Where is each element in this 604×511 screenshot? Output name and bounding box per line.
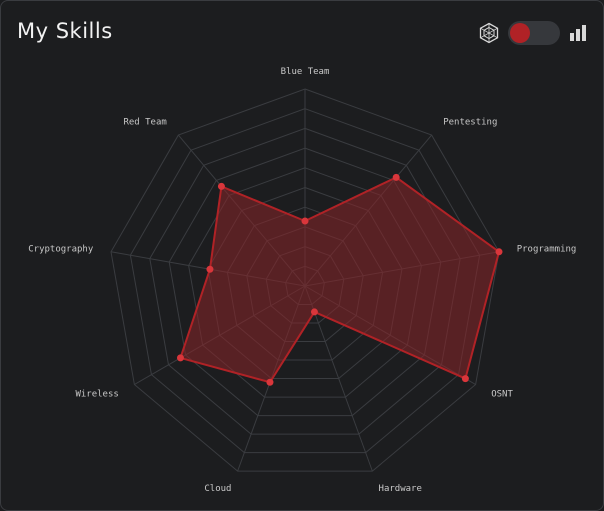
toggle-knob: [510, 23, 530, 43]
radar-axis-labels: Blue Team Pentesting Programming OSNT Hardwa…: [28, 67, 576, 494]
axis-label: Cryptography: [28, 245, 94, 255]
series-area: [179, 176, 501, 384]
data-point[interactable]: [301, 217, 309, 225]
data-point[interactable]: [310, 308, 318, 316]
axis-label: Blue Team: [281, 67, 330, 77]
bar-chart-icon[interactable]: [569, 24, 587, 42]
grid-ring: [129, 108, 481, 454]
axis-label: Wireless: [75, 390, 118, 400]
grid-spoke: [304, 285, 373, 472]
grid-ring: [110, 88, 500, 472]
chart-type-toggle[interactable]: [508, 21, 560, 45]
radar-series: [176, 173, 503, 386]
axis-label: Cloud: [204, 484, 231, 494]
data-point[interactable]: [461, 375, 469, 383]
axis-label: Pentesting: [443, 117, 497, 127]
data-point[interactable]: [495, 248, 503, 256]
data-point[interactable]: [206, 265, 214, 273]
axis-label: Red Team: [123, 117, 166, 127]
data-point[interactable]: [217, 182, 225, 190]
page-title: My Skills: [17, 19, 113, 43]
axis-label: OSNT: [491, 390, 513, 400]
chart-controls: [478, 20, 587, 46]
data-point[interactable]: [266, 378, 274, 386]
data-point[interactable]: [176, 354, 184, 362]
axis-label: Programming: [517, 245, 577, 255]
radar-chart-icon[interactable]: [478, 22, 500, 44]
data-point[interactable]: [392, 173, 400, 181]
axis-label: Hardware: [379, 484, 422, 494]
